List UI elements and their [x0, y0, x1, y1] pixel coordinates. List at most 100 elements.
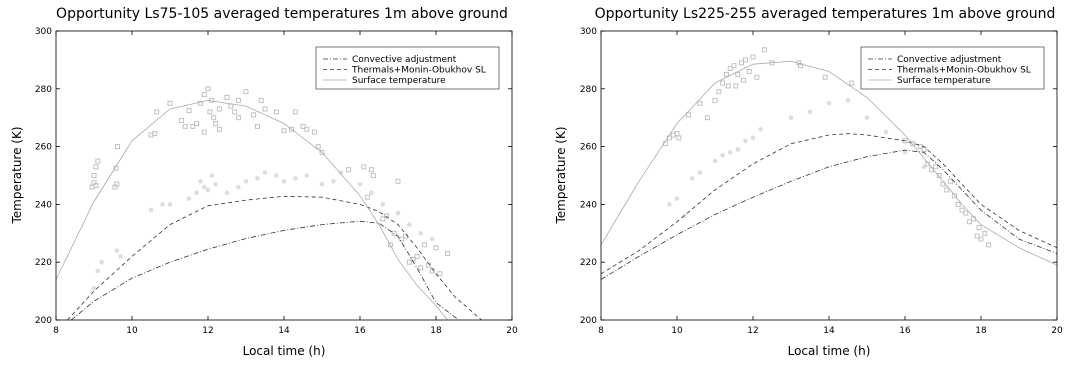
left-observation-dot: [304, 173, 310, 178]
left-observation-dot: [395, 210, 401, 216]
right-observation-dot: [750, 135, 756, 141]
left-observation-square: [304, 126, 310, 132]
left-observation-dot: [91, 285, 97, 291]
left-x-axis-label: Local time (h): [243, 344, 326, 358]
left-observation-dot: [319, 181, 325, 187]
left-legend-label-convective: Convective adjustment: [352, 55, 457, 65]
left-observation-square: [437, 271, 443, 277]
right-x-tick-label: 12: [747, 326, 758, 336]
left-observation-square: [258, 97, 264, 103]
right-observation-dot: [682, 213, 687, 219]
right-y-tick-label: 280: [580, 85, 597, 95]
right-observation-square: [959, 207, 965, 213]
right-observation-square: [716, 89, 722, 95]
left-observation-square: [197, 100, 203, 106]
left-observation-square: [154, 109, 160, 115]
right-observation-dot: [788, 115, 794, 120]
right-observation-dot: [758, 126, 763, 132]
left-observation-square: [228, 103, 234, 109]
left-observation-square: [368, 167, 374, 173]
left-y-tick-label: 260: [35, 143, 52, 153]
left-legend-label-surface: Surface temperature: [352, 76, 446, 86]
left-y-axis-label: Temperature (K): [10, 126, 24, 224]
left-observation-square: [224, 95, 230, 100]
left-observation-square: [262, 106, 268, 112]
left-observation-dot: [95, 268, 101, 274]
left-observation-dot: [201, 184, 207, 190]
left-observation-square: [207, 109, 213, 115]
left-observation-square: [319, 149, 325, 155]
right-observation-dot: [712, 158, 718, 164]
right-chart: Opportunity Ls225-255 averaged temperatu…: [554, 6, 1063, 358]
left-series-line-1: [70, 220, 460, 320]
right-observation-square: [974, 233, 980, 239]
left-observation-dot: [293, 176, 298, 181]
right-observation-square: [948, 178, 954, 184]
right-observation-square: [932, 164, 938, 170]
right-observation-square: [685, 112, 691, 118]
left-observation-square: [254, 123, 260, 129]
left-legend-box: [315, 46, 500, 90]
right-observation-square: [742, 57, 748, 63]
right-observation-square: [944, 187, 950, 193]
left-chart-title: Opportunity Ls75-105 averaged temperatur…: [56, 6, 508, 22]
right-observation-dot: [864, 115, 870, 120]
right-observation-square: [746, 69, 752, 74]
left-observation-square: [211, 115, 217, 121]
left-y-tick-label: 280: [35, 85, 52, 95]
left-observation-dot: [114, 248, 120, 253]
left-observation-dot: [198, 178, 203, 184]
right-observation-square: [921, 147, 927, 152]
left-observation-square: [418, 265, 424, 271]
left-observation-square: [243, 89, 249, 95]
left-observation-dot: [194, 190, 199, 196]
right-observation-dot: [720, 152, 725, 158]
right-y-tick-label: 200: [580, 316, 597, 326]
left-observation-dot: [213, 181, 218, 187]
right-x-tick-label: 16: [899, 326, 911, 336]
left-observation-dot: [407, 222, 412, 227]
left-observation-dot: [118, 254, 123, 259]
right-observation-dot: [735, 147, 741, 152]
left-observation-square: [114, 181, 120, 187]
left-x-tick-label: 8: [53, 326, 59, 336]
right-chart-title: Opportunity Ls225-255 averaged temperatu…: [595, 6, 1056, 22]
left-observation-square: [91, 173, 97, 178]
left-observation-square: [395, 178, 401, 184]
right-observation-square: [963, 210, 969, 216]
right-observation-dot: [845, 98, 851, 103]
right-legend-label-thermals: Thermals+Monin-Obukhov SL: [896, 66, 1031, 76]
left-observation-dot: [262, 170, 268, 175]
right-observation-dot: [883, 129, 889, 135]
right-chart-marks: [601, 47, 1057, 280]
left-observation-dot: [167, 202, 173, 207]
right-observation-dot: [674, 196, 680, 201]
left-observation-square: [391, 230, 397, 236]
left-observation-square: [292, 109, 298, 115]
left-observation-square: [235, 97, 241, 103]
right-observation-square: [727, 66, 733, 72]
right-observation-dot: [921, 164, 927, 170]
right-x-tick-label: 8: [598, 326, 604, 336]
left-observation-square: [186, 108, 192, 113]
left-observation-dot: [224, 190, 230, 196]
right-y-tick-label: 240: [580, 200, 597, 210]
left-x-tick-label: 18: [430, 326, 442, 336]
right-observation-square: [754, 74, 760, 80]
left-observation-square: [346, 167, 352, 173]
left-series-line-2: [67, 195, 482, 320]
right-y-tick-label: 300: [580, 27, 597, 37]
left-observation-dot: [418, 231, 424, 236]
right-observation-square: [735, 71, 741, 77]
left-y-tick-label: 300: [35, 27, 52, 37]
left-observation-square: [365, 194, 371, 200]
right-observation-square: [676, 135, 682, 141]
left-observation-dot: [357, 181, 363, 187]
left-x-tick-label: 20: [506, 326, 518, 336]
right-observation-dot: [807, 109, 813, 115]
left-observation-square: [194, 121, 200, 126]
right-observation-square: [731, 63, 737, 69]
left-observation-square: [152, 131, 158, 137]
right-y-tick-label: 260: [580, 143, 597, 153]
